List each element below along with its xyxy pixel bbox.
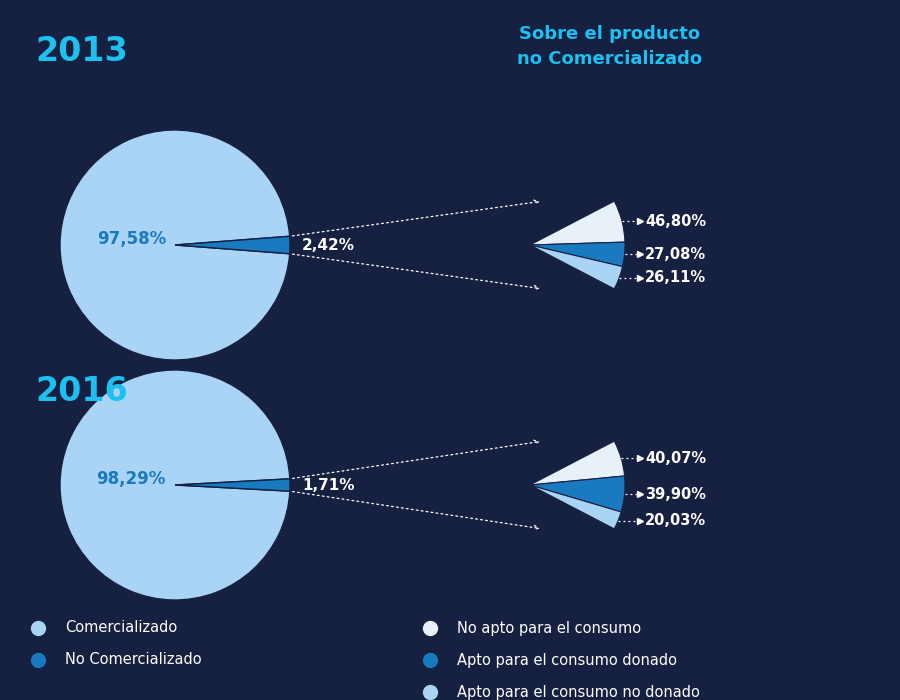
- Wedge shape: [530, 441, 625, 485]
- Wedge shape: [530, 476, 625, 512]
- Text: 97,58%: 97,58%: [96, 230, 166, 248]
- Text: 2,42%: 2,42%: [302, 237, 355, 253]
- Text: 1,71%: 1,71%: [302, 477, 355, 493]
- Text: Apto para el consumo donado: Apto para el consumo donado: [457, 652, 677, 668]
- Wedge shape: [60, 130, 290, 360]
- Wedge shape: [175, 237, 290, 253]
- Text: No Comercializado: No Comercializado: [65, 652, 202, 668]
- Wedge shape: [530, 245, 623, 289]
- Text: 20,03%: 20,03%: [645, 513, 706, 528]
- Wedge shape: [175, 479, 290, 491]
- Wedge shape: [60, 370, 290, 600]
- Wedge shape: [530, 242, 625, 267]
- Text: Comercializado: Comercializado: [65, 620, 177, 636]
- Text: 2013: 2013: [35, 35, 128, 68]
- Wedge shape: [530, 485, 621, 529]
- Text: 40,07%: 40,07%: [645, 451, 706, 466]
- Text: 98,29%: 98,29%: [96, 470, 166, 489]
- Text: No apto para el consumo: No apto para el consumo: [457, 620, 641, 636]
- Text: 27,08%: 27,08%: [645, 247, 706, 262]
- Text: 26,11%: 26,11%: [645, 270, 706, 286]
- Wedge shape: [530, 201, 625, 245]
- Text: Sobre el producto
no Comercializado: Sobre el producto no Comercializado: [518, 25, 703, 68]
- Text: 39,90%: 39,90%: [645, 486, 706, 502]
- Text: Apto para el consumo no donado: Apto para el consumo no donado: [457, 685, 700, 699]
- Text: 46,80%: 46,80%: [645, 214, 706, 228]
- Text: 2016: 2016: [35, 375, 128, 408]
